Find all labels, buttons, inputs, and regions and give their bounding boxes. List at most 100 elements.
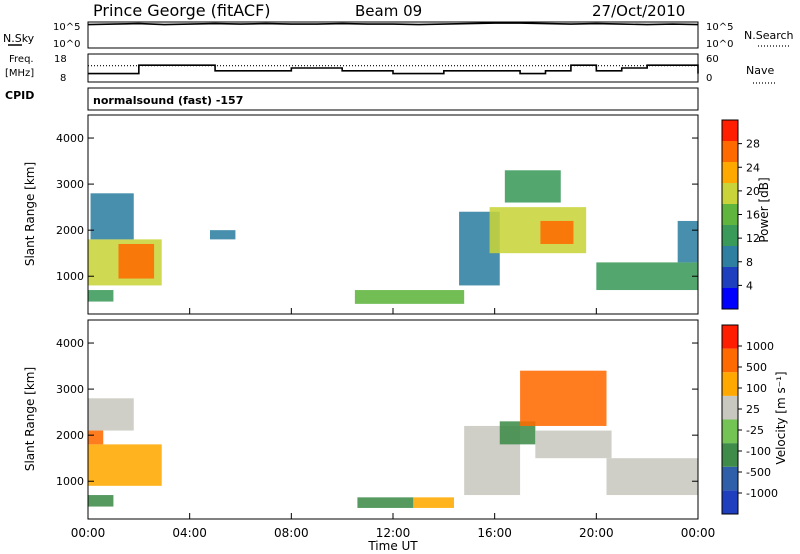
xtick-label: 16:00: [477, 526, 512, 540]
nsky-line: [87, 22, 699, 26]
scatter-region-5: [354, 290, 465, 304]
xtick-label: 00:00: [681, 526, 716, 540]
power-colorbar-label: Power [dB]: [757, 177, 771, 242]
time-axis: 00:00 04:00 08:00 12:00 16:00 20:00 00:00: [71, 308, 716, 540]
colorbar-tick-label: 20: [746, 185, 760, 198]
freq-unit-label: [MHz]: [5, 68, 34, 79]
colorbar-tick-label: -25: [746, 424, 764, 437]
ytick-label: 2000: [56, 224, 84, 237]
colorbar-swatch: [722, 288, 738, 309]
colorbar-swatch: [722, 395, 738, 420]
xtick-label: 08:00: [274, 526, 309, 540]
scatter-region-4: [210, 230, 236, 240]
date-label: 27/Oct/2010: [592, 2, 685, 20]
colorbar-swatch: [722, 162, 738, 183]
xtick-label: 20:00: [579, 526, 614, 540]
scatter-region-1: [88, 398, 134, 431]
nave-tick-top: 60: [706, 54, 719, 65]
freq-tick-top: 18: [54, 54, 67, 65]
scatter-region-3: [88, 290, 114, 302]
colorbar-tick-label: 28: [746, 138, 760, 151]
colorbar-swatch: [722, 246, 738, 267]
colorbar-swatch: [722, 204, 738, 225]
colorbar-swatch: [722, 120, 738, 141]
colorbar-tick-label: 500: [746, 361, 767, 374]
scatter-region-2: [88, 430, 104, 445]
scatter-region-7: [499, 421, 536, 445]
scatter-region-4: [357, 497, 414, 508]
nsearch-label: N.Search: [744, 29, 794, 42]
scatter-region-8: [540, 220, 574, 244]
colorbar-tick-label: 12: [746, 232, 760, 245]
time-axis-label: Time UT: [367, 539, 418, 553]
colorbar-tick-label: -1000: [746, 487, 778, 500]
scatter-region-3: [88, 495, 114, 507]
ytick-label: 2000: [56, 429, 84, 442]
scatter-region-5: [413, 497, 454, 508]
scatter-region-10: [596, 262, 698, 291]
cpid-panel-frame: [87, 87, 699, 111]
scatter-region-9: [504, 170, 561, 203]
scatter-region-9: [520, 370, 607, 426]
scatter-region-8: [535, 430, 612, 459]
velocity-heatmap: [88, 370, 698, 508]
colorbar-frame: [721, 324, 739, 515]
velocity-ylabel: Slant Range [km]: [23, 367, 37, 471]
colorbar-swatch: [722, 225, 738, 246]
freq-series: [88, 64, 699, 75]
ytick-label: 3000: [56, 383, 84, 396]
ytick-label: 1000: [56, 270, 84, 283]
nave-label: Nave: [746, 64, 774, 77]
freq-label: Freq.: [9, 54, 34, 65]
colorbar-tick-label: 8: [746, 256, 753, 269]
nsky-tick-bottom: 10^0: [53, 39, 80, 50]
freq-line: [88, 64, 699, 75]
nsearch-tick-bottom: 10^0: [706, 39, 733, 50]
power-ylabel: Slant Range [km]: [23, 162, 37, 266]
ytick-label: 3000: [56, 178, 84, 191]
nsky-panel-frame: [87, 21, 699, 49]
colorbar-tick-label: 25: [746, 403, 760, 416]
velocity-yticks: 1000 2000 3000 4000: [56, 337, 698, 488]
mode-label: normalsound (fast) -157: [93, 94, 243, 107]
freq-tick-bottom: 8: [60, 73, 66, 84]
velocity-colorbar-label: Velocity [m s⁻¹]: [774, 371, 788, 464]
velocity-colorbar: 1000 500 100 25 -25 -100 -500 -1000: [721, 324, 778, 515]
beam-label: Beam 09: [355, 2, 422, 20]
scatter-region-10: [606, 458, 698, 496]
scatter-region-2: [90, 193, 134, 240]
colorbar-swatch: [722, 267, 738, 288]
colorbar-swatch: [722, 348, 738, 373]
colorbar-tick-label: 24: [746, 161, 760, 174]
nsky-label: N.Sky: [3, 32, 35, 45]
xtick-label: 04:00: [172, 526, 207, 540]
nsearch-tick-top: 10^5: [706, 22, 733, 33]
nsky-tick-top: 10^5: [53, 22, 80, 33]
cpid-label: CPID: [5, 89, 34, 102]
power-heatmap: [88, 170, 698, 304]
station-title: Prince George (fitACF): [93, 1, 271, 20]
colorbar-tick-label: -100: [746, 445, 771, 458]
ytick-label: 1000: [56, 475, 84, 488]
colorbar-tick-label: 4: [746, 279, 753, 292]
scatter-region-0: [88, 444, 162, 486]
colorbar-swatch: [722, 372, 738, 396]
xtick-label: 00:00: [71, 526, 106, 540]
scatter-region-1: [118, 243, 155, 279]
colorbar-swatch: [722, 141, 738, 162]
colorbar-swatch: [722, 325, 738, 349]
colorbar-tick-label: 100: [746, 382, 767, 395]
colorbar-swatch: [722, 443, 738, 467]
ytick-label: 4000: [56, 132, 84, 145]
colorbar-swatch: [722, 419, 738, 444]
xtick-label: 12:00: [376, 526, 411, 540]
freq-panel-frame: [87, 53, 699, 83]
power-yticks: 1000 2000 3000 4000: [56, 132, 698, 283]
colorbar-tick-label: 1000: [746, 340, 774, 353]
colorbar-tick-label: 16: [746, 209, 760, 222]
nsky-series: [87, 22, 699, 26]
colorbar-swatch: [722, 183, 738, 204]
colorbar-swatch: [722, 490, 738, 514]
nave-tick-bottom: 0: [706, 73, 712, 84]
